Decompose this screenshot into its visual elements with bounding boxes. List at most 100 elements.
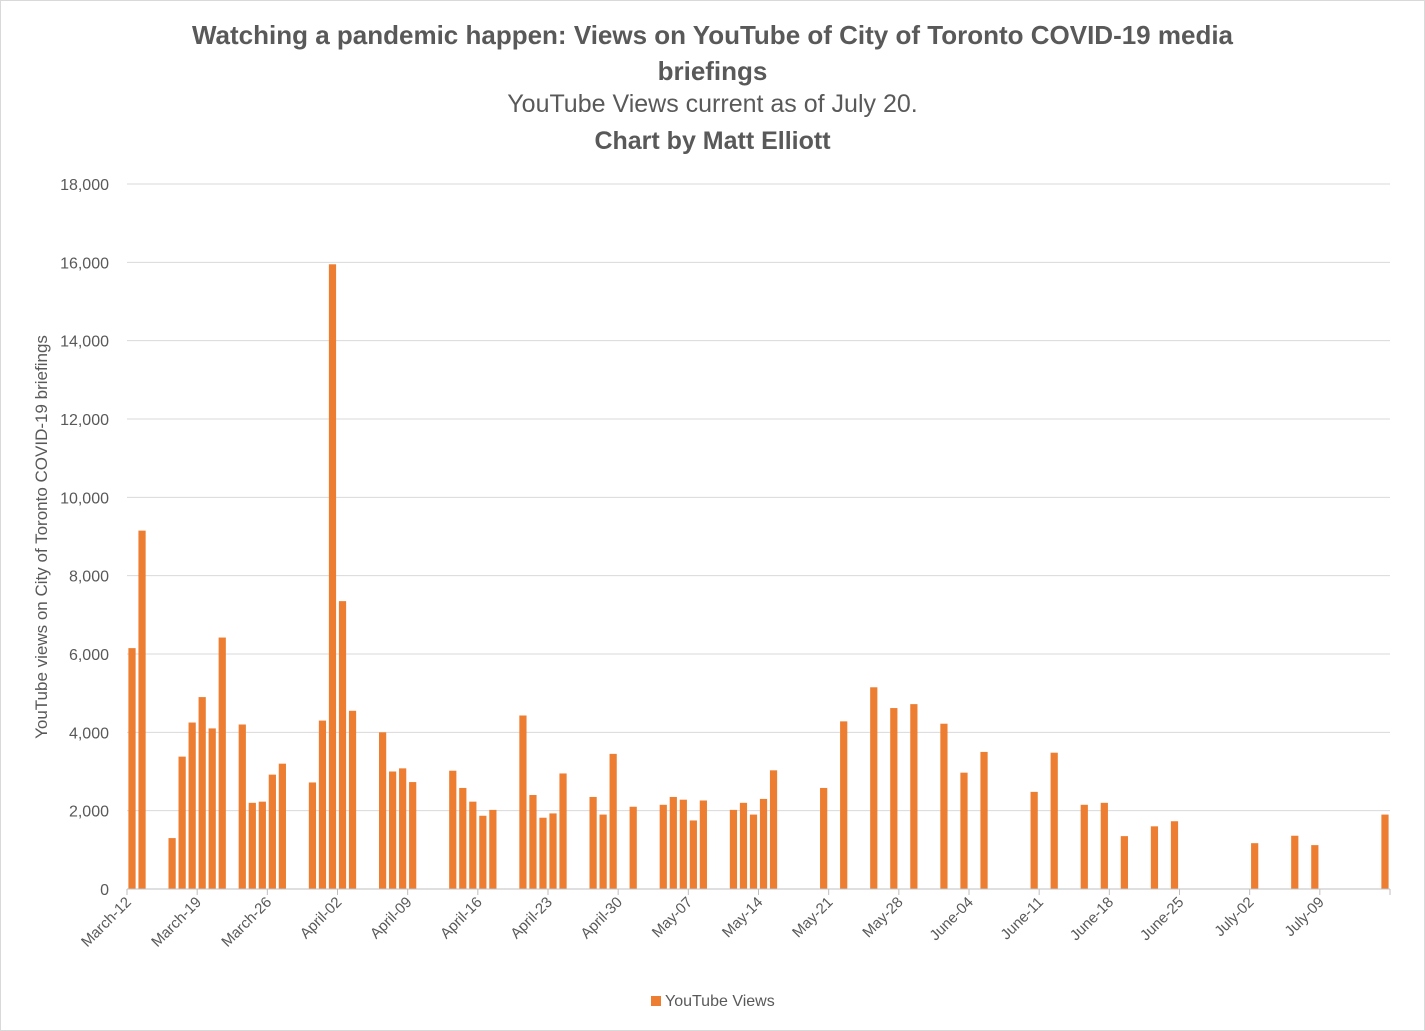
chart-title-line-2: briefings [657,56,768,86]
bar [1251,843,1259,889]
x-tick-label: March-26 [218,894,275,951]
bar [188,722,196,889]
y-tick-label: 8,000 [69,569,109,586]
x-tick-label: April-30 [577,894,626,943]
bar [589,796,597,889]
bar [699,800,707,889]
bar [890,708,898,889]
bar [1080,804,1088,889]
y-tick-label: 2,000 [69,804,109,821]
bar [479,815,487,889]
x-tick-label: June-18 [1067,894,1117,944]
bar [238,724,246,889]
x-tick-label: April-16 [437,894,486,943]
x-tick-label: March-12 [78,894,135,951]
bar [1291,835,1299,889]
y-axis-ticks: 0 2,000 4,000 6,000 8,000 10,000 12,000 14,000 1… [60,177,109,899]
bar [1120,836,1128,889]
bar [539,817,547,889]
bar [1381,814,1389,889]
bar [328,264,337,890]
chart-title-line-1: Watching a pandemic happen: Views on You… [191,20,1234,50]
bars [128,264,1389,890]
y-tick-label: 6,000 [69,647,109,664]
bar [940,723,948,889]
y-tick-label: 10,000 [60,490,109,507]
x-tick-label: June-04 [926,894,976,944]
bar [248,802,256,889]
bar [198,697,206,889]
y-tick-label: 4,000 [69,725,109,742]
bar [870,687,878,889]
y-tick-label: 12,000 [60,412,109,429]
y-tick-label: 18,000 [60,177,109,194]
bar [178,756,186,889]
bar [609,753,617,889]
bar [960,772,968,889]
bar [669,796,677,889]
x-tick-label: March-19 [148,894,205,951]
bar [739,802,748,889]
bar [629,806,637,889]
bar [208,728,216,889]
bar [399,768,407,889]
bar [910,704,918,889]
bar [469,801,477,889]
legend-swatch [651,996,661,1006]
bar [1030,791,1038,889]
x-tick-label: May-14 [719,894,766,941]
bar [409,782,417,889]
bar [318,720,327,889]
bar [168,838,176,889]
bar [1150,826,1159,889]
bar [489,809,497,889]
x-axis: March-12 March-19 March-26 April-02 April-09… [78,888,1391,951]
gridlines [127,183,1390,812]
bar [1050,752,1058,889]
bar [559,773,567,889]
y-tick-label: 16,000 [60,255,109,272]
bar [759,798,768,889]
y-tick-label: 14,000 [60,334,109,351]
bar [218,637,226,889]
x-tick-label: June-11 [997,894,1047,944]
bar [128,648,136,889]
bar [1170,821,1179,889]
bar [258,801,266,889]
bar [268,774,276,889]
bar [980,751,988,889]
x-tick-label: July-09 [1281,894,1327,940]
bar [389,771,397,889]
bar [338,601,347,889]
x-tick-label: May-21 [789,894,836,941]
x-tick-label: June-25 [1137,894,1187,944]
bar [1100,802,1108,889]
x-tick-label: May-28 [859,894,906,941]
bar [378,732,387,889]
y-axis-label: YouTube views on City of Toronto COVID-1… [32,335,51,739]
x-tick-label: July-02 [1211,894,1257,940]
bar [599,814,607,889]
x-tick-label: April-23 [507,894,556,943]
bar [529,795,537,889]
bar [689,820,697,889]
bar [449,770,457,889]
x-tick-label: May-07 [649,894,696,941]
bar [1311,845,1319,889]
bar [138,530,146,889]
bar [749,814,758,889]
bar [308,782,317,889]
bar [348,710,357,889]
x-tick-label: April-09 [367,894,416,943]
bar [769,770,778,889]
chart-subtitle: YouTube Views current as of July 20. [507,90,918,118]
legend-label: YouTube Views [665,993,775,1010]
bar [840,721,848,889]
bar [820,787,828,889]
bar [519,715,527,889]
bar [549,813,557,889]
bar [659,804,667,889]
legend: YouTube Views [651,993,775,1010]
